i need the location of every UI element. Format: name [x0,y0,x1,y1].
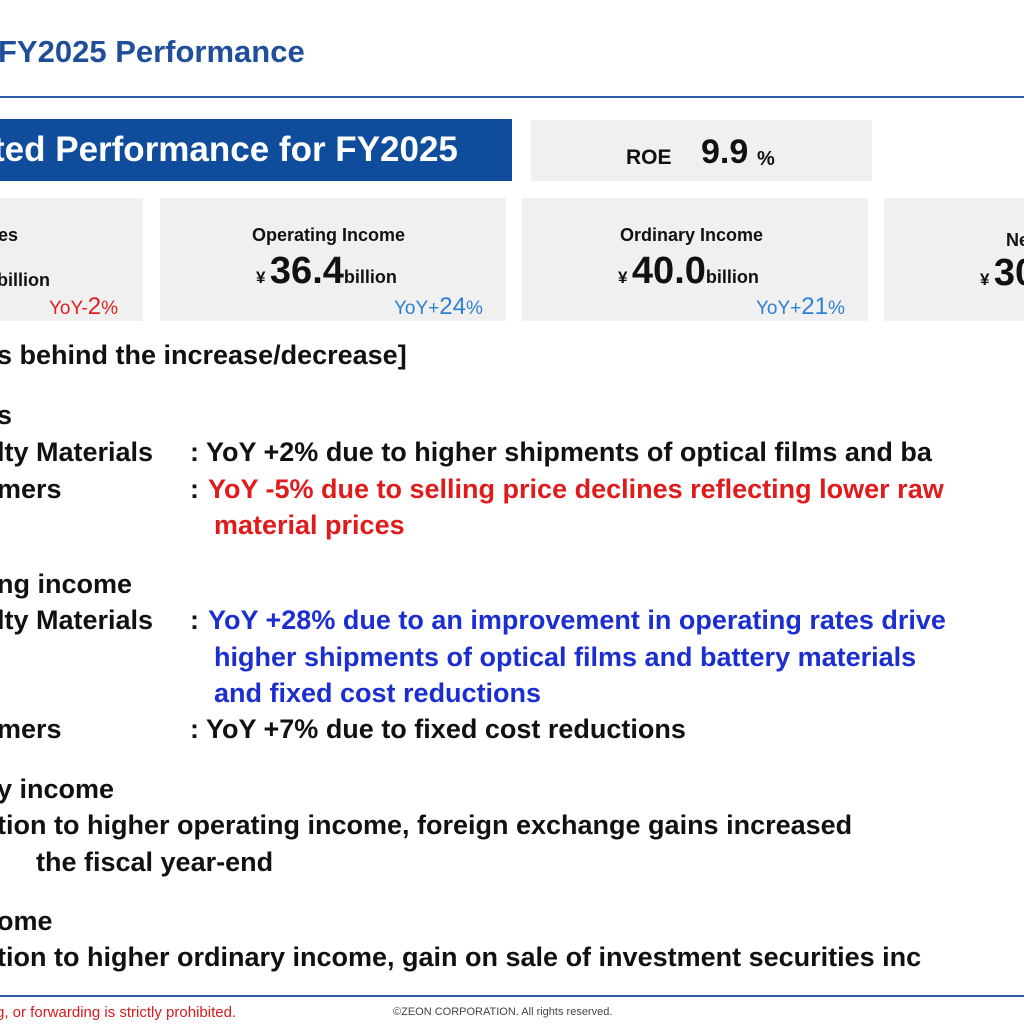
yoy-value: 21 [801,293,828,320]
sales-segment-elastomers: mers [0,474,62,504]
footer-divider [0,995,1024,997]
op-specialty-text: YoY +28% due to an improvement in operat… [208,605,946,635]
roe-label: ROE [626,146,672,169]
operating-income-yoy: YoY+24% [394,293,483,321]
net-income-text: tion to higher ordinary income, gain on … [0,942,922,972]
ordinary-income-label: Ordinary Income [620,225,764,245]
op-specialty-text-2: higher shipments of optical films and ba… [214,642,917,672]
yoy-value: 2 [87,293,102,320]
net-sales-yoy: YoY-2% [49,293,118,321]
operating-income-heading: ng income [0,569,133,599]
op-specialty-text-3: and fixed cost reductions [214,678,542,708]
page-title: FY2025 Performance [0,34,305,69]
sales-elastomers-text-2: material prices [214,510,405,540]
ordinary-income-heading: y income [0,774,115,804]
section-banner [0,119,512,181]
net-sales-label: es [0,225,19,245]
net-sales-card [0,198,143,321]
yoy-value: 24 [439,293,466,320]
net-income-heading: ome [0,906,53,936]
reasons-heading: s behind the increase/decrease] [0,340,407,370]
yoy-unit: % [827,298,845,319]
roe-value: 9.9 [701,133,749,171]
roe-box [531,120,872,181]
ordinary-income-text-2: the fiscal year-end [36,847,274,877]
yoy-prefix: YoY+ [756,298,802,319]
currency-symbol: ¥ [618,268,628,287]
op-specialty-colon: : [190,605,199,635]
net-income-label: Ne [1006,230,1024,250]
sales-elastomers-colon: : [190,474,199,504]
yoy-unit: % [101,298,119,319]
sales-heading: s [0,400,13,430]
section-banner-title: ted Performance for FY2025 [0,130,458,169]
ordinary-income-amount: ¥ 40.0billion [618,250,759,293]
amount-unit: billion [705,267,759,287]
sales-elastomers-text: YoY -5% due to selling price declines re… [208,474,944,504]
operating-income-amount: ¥ 36.4billion [256,250,397,293]
net-income-card [884,198,1024,321]
operating-income-card [160,198,506,321]
net-sales-unit: billion [0,270,50,290]
title-divider [0,96,1024,98]
yoy-unit: % [465,298,483,319]
ordinary-income-yoy: YoY+21% [756,293,845,321]
amount-value: 30 [993,252,1024,294]
yoy-prefix: YoY+ [394,298,440,319]
currency-symbol: ¥ [980,270,990,289]
sales-segment-specialty: lty Materials [0,437,154,467]
roe-unit: % [757,148,775,170]
yoy-prefix: YoY- [49,298,88,319]
amount-value: 36.4 [269,250,344,292]
operating-income-label: Operating Income [252,225,406,245]
amount-value: 40.0 [631,250,706,292]
net-income-amount: ¥ 30 [980,252,1024,295]
amount-unit: billion [343,267,397,287]
op-elastomers-text: : YoY +7% due to fixed cost reductions [190,714,686,744]
op-segment-specialty: lty Materials [0,605,154,635]
currency-symbol: ¥ [256,268,266,287]
op-segment-elastomers: mers [0,714,62,744]
footer-copyright: ©ZEON CORPORATION. All rights reserved. [393,1006,613,1018]
ordinary-income-text: tion to higher operating income, foreign… [0,810,853,840]
ordinary-income-card [522,198,868,321]
footer-notice: g, or forwarding is strictly prohibited. [0,1004,237,1021]
sales-specialty-text: : YoY +2% due to higher shipments of opt… [190,437,932,467]
